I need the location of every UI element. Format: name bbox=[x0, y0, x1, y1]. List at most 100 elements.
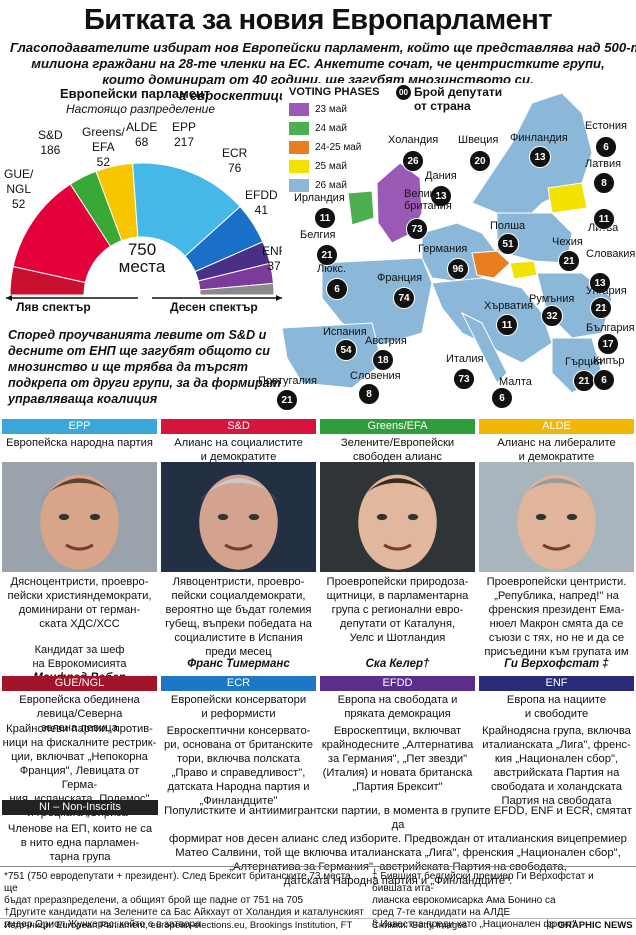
party-label-5: ECR 76 bbox=[222, 146, 248, 175]
country-seats-dot: 51 bbox=[497, 233, 519, 255]
country-label: Малта bbox=[499, 376, 532, 388]
party-name: Европейска обединена левица/Северна зелена… bbox=[19, 694, 140, 734]
country-label: Велико-британия bbox=[404, 188, 452, 212]
phase-3: 25 май bbox=[289, 159, 347, 174]
phase-swatch bbox=[289, 141, 309, 154]
party-label-2: Greens/EFA 52 bbox=[82, 125, 125, 169]
seats-legend: Брой депутати от страна bbox=[414, 85, 503, 113]
brand-logo: © GRAPHIC NEWS bbox=[548, 920, 633, 931]
party-name: Европа на нациите и свободите bbox=[506, 694, 607, 720]
country-label: Швеция bbox=[458, 134, 499, 146]
populist-note: Популистките и антиимигрантски партии, в… bbox=[164, 805, 632, 887]
country-label: Латвия bbox=[585, 158, 622, 170]
country-label: Австрия bbox=[365, 335, 407, 347]
phase-4: 26 май bbox=[289, 178, 347, 193]
footnotes-right: ‡ Бившият белгийски премиер Ги Верхофста… bbox=[372, 871, 594, 930]
country-seats-dot: 17 bbox=[597, 333, 619, 355]
party-description: Лявоцентристи, проевро-пейски социалдемо… bbox=[165, 576, 312, 658]
party-header-b2: EFDD bbox=[320, 676, 475, 691]
party-description: Проевропейски природоза-щитници, в парла… bbox=[326, 576, 469, 644]
party-header-b1: ECR bbox=[161, 676, 316, 691]
country-label: Хърватия bbox=[484, 300, 534, 312]
ni-description: Членове на ЕП, които не са в нито една па… bbox=[7, 823, 153, 863]
party-label-0: GUE/NGL 52 bbox=[4, 167, 34, 211]
party-label-7: ENF 37 bbox=[262, 244, 286, 273]
country-seats-dot: 18 bbox=[372, 349, 394, 371]
country-label: Унгария bbox=[586, 285, 627, 297]
ni-header: NI – Non-Inscrits bbox=[2, 800, 158, 815]
country-label: Италия bbox=[446, 353, 484, 365]
country-label: Естония bbox=[585, 120, 627, 132]
phase-swatch bbox=[289, 160, 309, 173]
europe-map bbox=[282, 83, 636, 418]
country-seats-dot: 74 bbox=[393, 287, 415, 309]
country-seats-dot: 21 bbox=[590, 297, 612, 319]
country-seats-dot: 11 bbox=[314, 207, 336, 229]
country-seats-dot: 8 bbox=[358, 383, 380, 405]
party-header-0: EPP bbox=[2, 419, 157, 434]
country-seats-dot: 73 bbox=[453, 368, 475, 390]
country-label: Холандия bbox=[388, 134, 439, 146]
country-seats-dot: 6 bbox=[593, 369, 615, 391]
party-header-b3: ENF bbox=[479, 676, 634, 691]
party-label-3: ALDE 68 bbox=[126, 120, 158, 149]
phase-swatch bbox=[289, 103, 309, 116]
country-seats-dot: 21 bbox=[558, 250, 580, 272]
country-label: Испания bbox=[323, 326, 367, 338]
country-label: Кипър bbox=[593, 355, 625, 367]
country-seats-dot: 21 bbox=[573, 370, 595, 392]
leader-photo bbox=[320, 462, 475, 572]
coalition-note: Според проучванията левите от S&D и десн… bbox=[8, 328, 281, 406]
leader-name: Ги Верхофстат ‡ bbox=[504, 658, 609, 670]
country-label: Португалия bbox=[258, 375, 317, 387]
sources: Източници: European Parliament, european… bbox=[4, 920, 353, 931]
country-label: Ирландия bbox=[294, 192, 345, 204]
country-label: Германия bbox=[418, 243, 468, 255]
country-label: Гърция bbox=[565, 356, 603, 368]
photo-credit: Снимки: Getty Images bbox=[372, 920, 468, 931]
country-seats-dot: 13 bbox=[589, 272, 611, 294]
country-seats-dot: 96 bbox=[447, 258, 469, 280]
party-description: Евроскептици, включват крайнодесните „Алт… bbox=[321, 725, 474, 793]
voting-phases-title: VOTING PHASES bbox=[289, 86, 380, 98]
party-name: Европейски консерватори и реформисти bbox=[170, 694, 307, 720]
phase-0: 23 май bbox=[289, 102, 347, 117]
party-name: Алианс на либералите и демократите bbox=[497, 437, 616, 463]
country-label: Люкс. bbox=[317, 263, 346, 275]
phase-swatch bbox=[289, 122, 309, 135]
party-description: Дясноцентристи, проевро-пейски християнд… bbox=[7, 576, 152, 630]
leader-name: Франс Тимерманс bbox=[187, 658, 290, 670]
chart-subtitle: Настоящо разпределение bbox=[66, 102, 216, 116]
party-header-2: Greens/EFA bbox=[320, 419, 475, 434]
country-seats-dot: 6 bbox=[595, 136, 617, 158]
party-name: Европа на свободата и пряката демокрация bbox=[337, 694, 458, 720]
country-label: Чехия bbox=[552, 236, 583, 248]
party-label-1: S&D 186 bbox=[38, 128, 63, 157]
page-title: Битката за новия Европарламент bbox=[83, 4, 553, 36]
country-seats-dot: 11 bbox=[593, 208, 615, 230]
left-spectrum-label: Ляв спектър bbox=[16, 300, 91, 314]
leader-photo bbox=[161, 462, 316, 572]
country-seats-dot: 13 bbox=[430, 185, 452, 207]
party-description: Евроскептични консерватo-ри, основана от… bbox=[164, 725, 313, 807]
parliament-chart bbox=[9, 162, 275, 296]
spectrum-arrows bbox=[6, 295, 282, 301]
phase-2: 24-25 май bbox=[289, 140, 361, 155]
party-name: Зелените/Европейски свободен алианс bbox=[340, 437, 455, 463]
seat-segment-ni bbox=[199, 282, 275, 296]
country-label: Румъния bbox=[529, 293, 575, 305]
party-description: Крайнодясна група, включва италианската „… bbox=[482, 725, 631, 807]
leader-photo bbox=[2, 462, 157, 572]
country-label: България bbox=[586, 322, 635, 334]
party-description: Проевропейски центристи. „Република, напр… bbox=[484, 576, 629, 658]
party-label-4: EPP 217 bbox=[172, 120, 197, 149]
country-label: Белгия bbox=[300, 229, 336, 241]
country-label: Словения bbox=[350, 370, 401, 382]
party-header-1: S&D bbox=[161, 419, 316, 434]
party-name: Европейска народна партия bbox=[6, 437, 153, 449]
country-seats-dot: 11 bbox=[496, 314, 518, 336]
party-name: Алианс на социалистите и демократите bbox=[174, 437, 303, 463]
party-label-6: EFDD 41 bbox=[245, 188, 278, 217]
country-label: Дания bbox=[425, 170, 457, 182]
country-seats-dot: 26 bbox=[402, 150, 424, 172]
